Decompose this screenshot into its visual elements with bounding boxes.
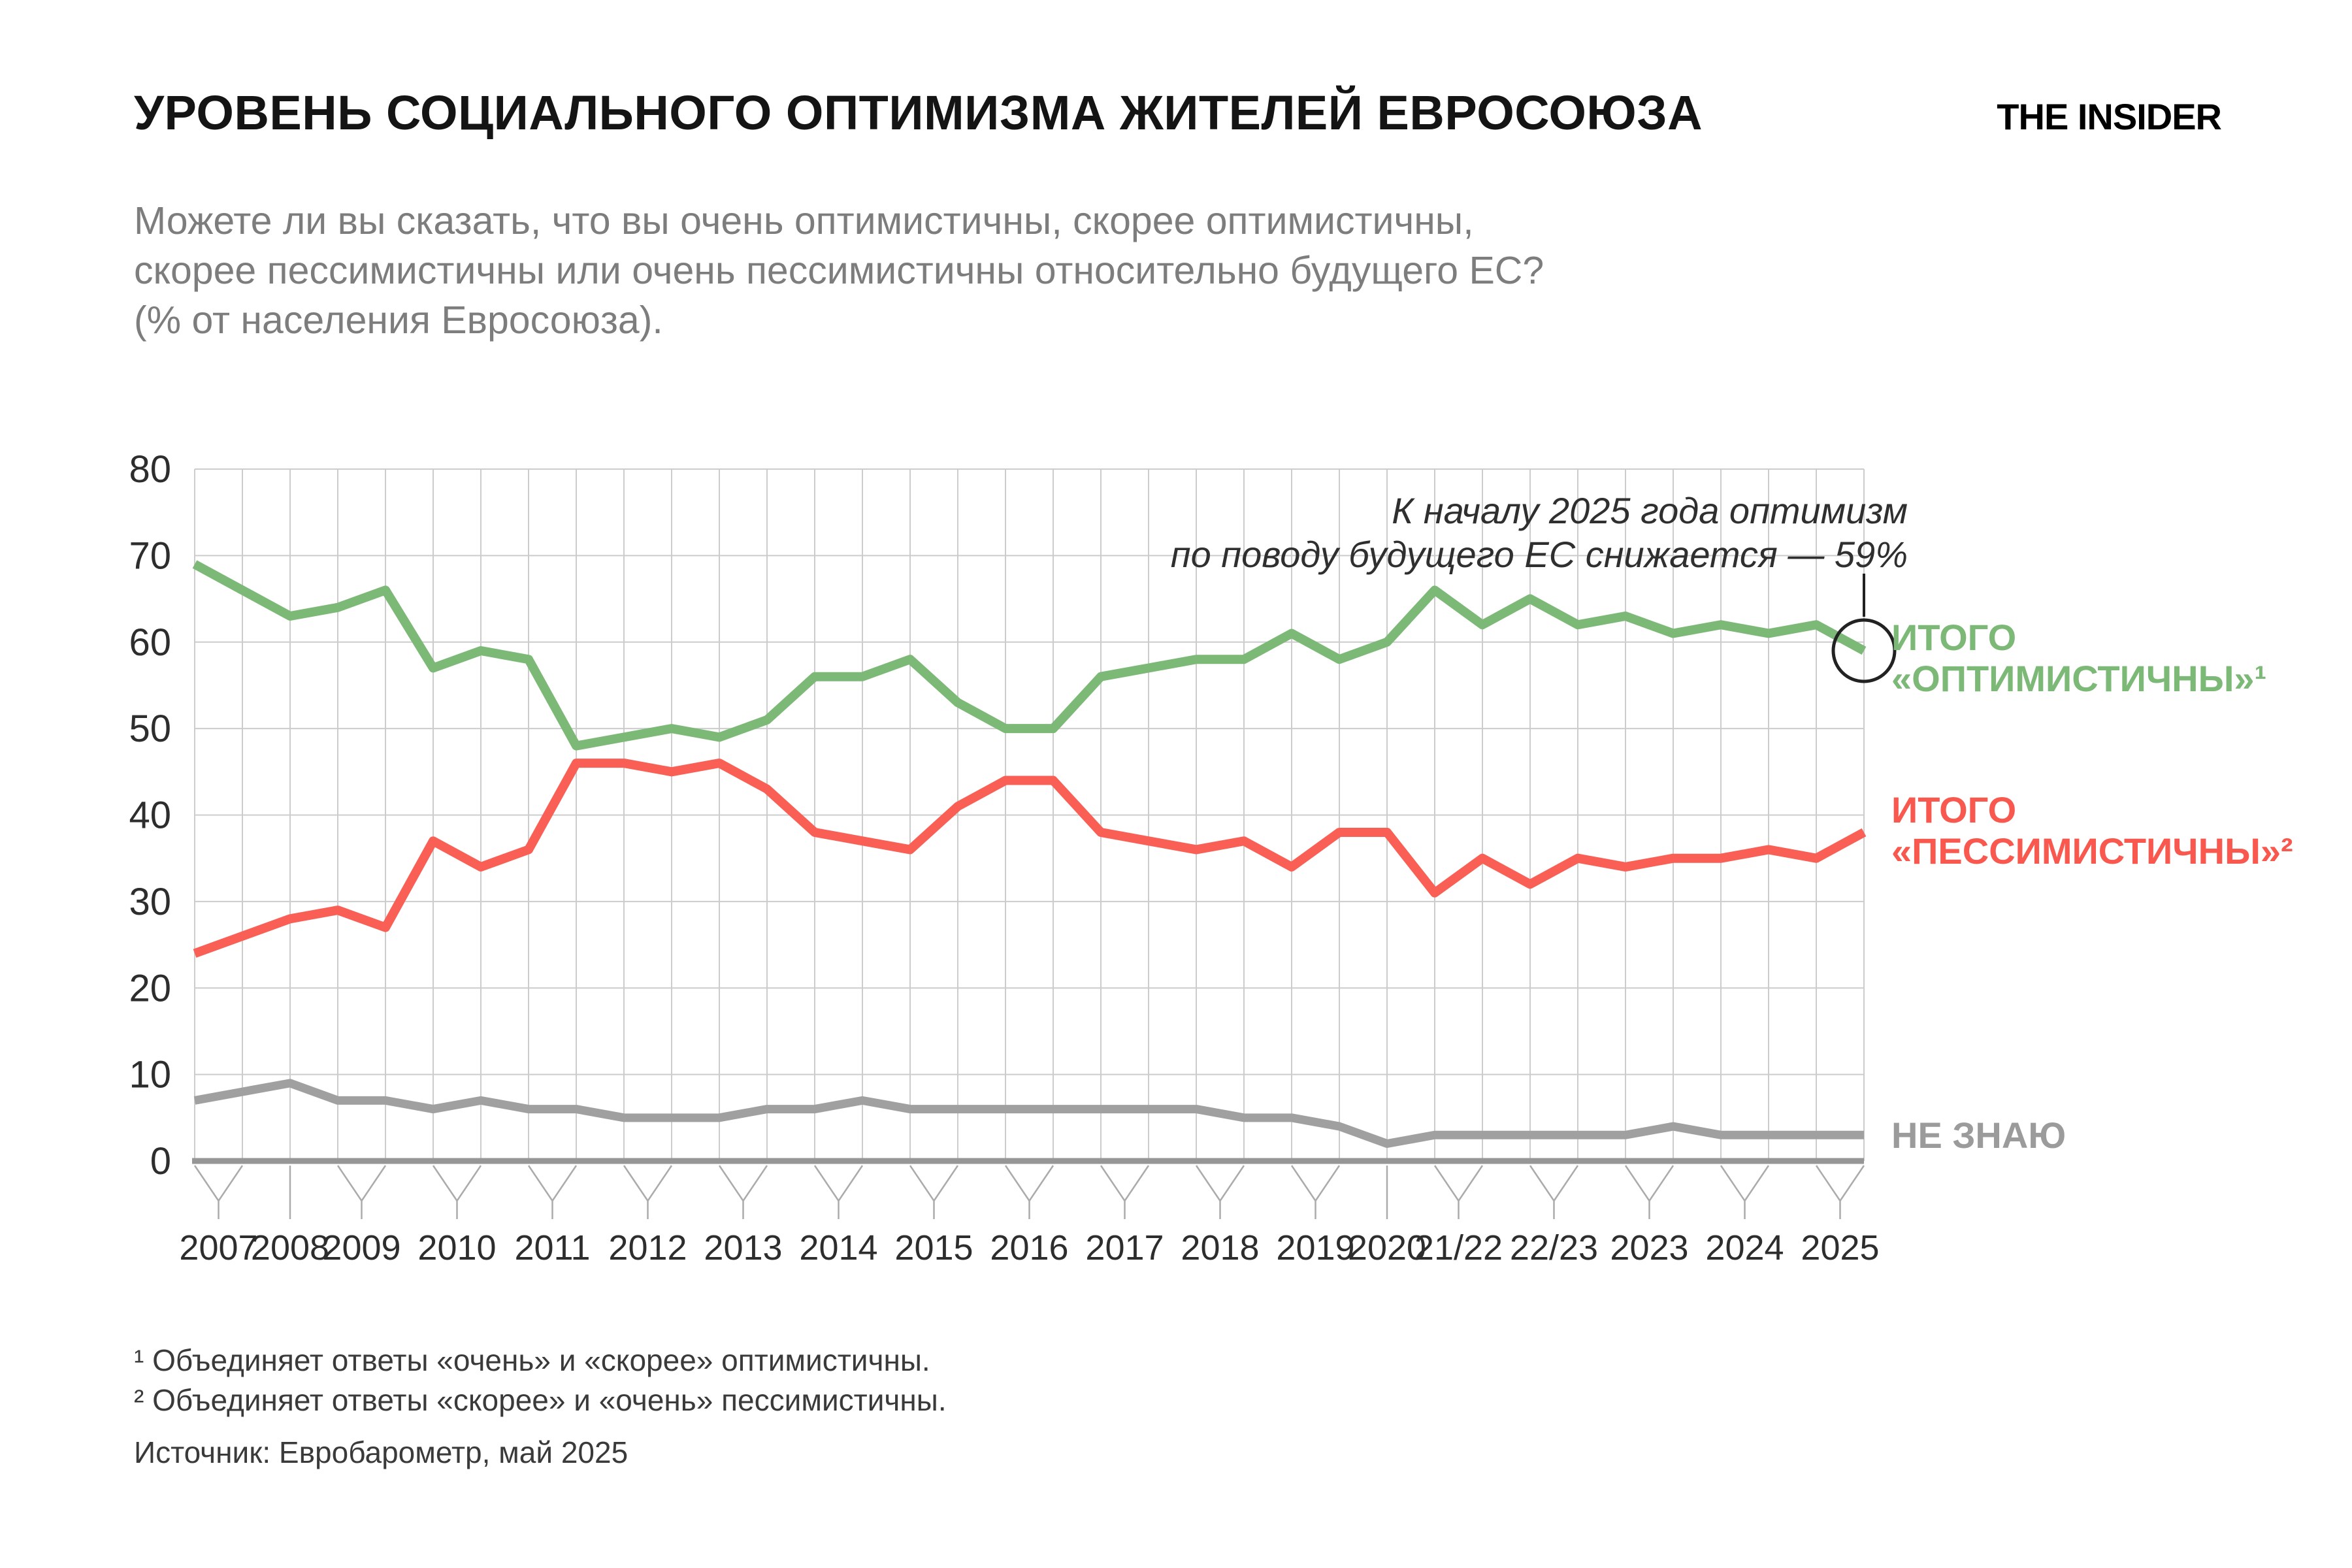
chart-annotation: К началу 2025 года оптимизм по поводу бу… (1171, 489, 1908, 576)
legend-optimistic-line-1: ИТОГО (1891, 617, 2017, 658)
x-tick-bracket-2014 (813, 1165, 864, 1219)
y-tick-label-40: 40 (129, 794, 171, 837)
series-line-pessimistic (193, 759, 1867, 958)
x-tick-bracket-2025 (1815, 1165, 1865, 1219)
x-tick-bracket-2018 (1195, 1165, 1245, 1219)
x-tick-bracket-2007 (193, 1165, 244, 1219)
y-tick-label-0: 0 (150, 1140, 171, 1183)
x-tick-label-2007: 2007 (179, 1228, 257, 1267)
legend-pessimistic-line-1: ИТОГО (1891, 789, 2017, 830)
x-tick-label-2020: 2020 (1348, 1228, 1426, 1267)
legend-optimistic-line-2: «ОПТИМИСТИЧНЫ»¹ (1891, 658, 2267, 699)
y-tick-label-60: 60 (129, 621, 171, 664)
x-tick-bracket-2016 (1004, 1165, 1054, 1219)
x-tick-bracket-2010 (432, 1165, 482, 1219)
x-tick-label-2009: 2009 (322, 1228, 400, 1267)
x-tick-label-2023: 2023 (1610, 1228, 1688, 1267)
x-tick-bracket-2013 (718, 1165, 768, 1219)
x-tick-label-2011: 2011 (514, 1228, 590, 1267)
y-tick-label-70: 70 (129, 534, 171, 577)
y-tick-label-10: 10 (129, 1054, 171, 1096)
subtitle-line-2: скорее пессимистичны или очень пессимист… (134, 249, 1544, 292)
annotation-circle (1831, 618, 1897, 683)
x-tick-bracket-2009 (336, 1165, 387, 1219)
chart-subtitle: Можете ли вы сказать, что вы очень оптим… (134, 196, 1544, 345)
x-tick-label-2025: 2025 (1801, 1228, 1879, 1267)
x-tick-label-2019: 2019 (1276, 1228, 1354, 1267)
x-tick-label-22/23: 22/23 (1510, 1228, 1598, 1267)
y-tick-label-50: 50 (129, 708, 171, 750)
x-tick-bracket-22/23 (1529, 1165, 1579, 1219)
x-tick-label-21/22: 21/22 (1414, 1228, 1503, 1267)
x-tick-bracket-21/22 (1433, 1165, 1484, 1219)
footnotes: ¹ Объединяет ответы «очень» и «скорее» о… (134, 1341, 947, 1420)
x-tick-bracket-2019 (1290, 1165, 1341, 1219)
x-tick-bracket-2011 (527, 1165, 578, 1219)
x-tick-bracket-2015 (909, 1165, 959, 1219)
series-line-optimistic (192, 560, 1867, 751)
x-tick-label-2024: 2024 (1705, 1228, 1784, 1267)
page-title: УРОВЕНЬ СОЦИАЛЬНОГО ОПТИМИЗМА ЖИТЕЛЕЙ ЕВ… (134, 86, 1703, 140)
x-tick-label-2008: 2008 (251, 1228, 329, 1267)
y-tick-label-20: 20 (129, 967, 171, 1009)
x-tick-label-2014: 2014 (799, 1228, 877, 1267)
series-line-dont_know (193, 1079, 1864, 1149)
legend-dont-know-line-1: НЕ ЗНАЮ (1891, 1115, 2066, 1156)
x-tick-label-2012: 2012 (608, 1228, 687, 1267)
x-tick-bracket-2017 (1100, 1165, 1150, 1219)
the-insider-logo: THE INSIDER (1997, 96, 2222, 137)
subtitle-line-3: (% от населения Евросоюза). (134, 299, 663, 342)
x-tick-label-2015: 2015 (894, 1228, 973, 1267)
x-tick-bracket-2012 (623, 1165, 673, 1219)
source-line: Источник: Евробарометр, май 2025 (134, 1435, 629, 1469)
legend-optimistic: ИТОГО «ОПТИМИСТИЧНЫ»¹ (1891, 617, 2266, 699)
footnote-2: ² Объединяет ответы «скорее» и «очень» п… (134, 1383, 947, 1417)
subtitle-line-1: Можете ли вы сказать, что вы очень оптим… (134, 199, 1474, 242)
annotation-line-1: К началу 2025 года оптимизм (1392, 490, 1908, 531)
x-tick-bracket-2023 (1624, 1165, 1674, 1219)
y-tick-label-80: 80 (129, 448, 171, 491)
annotation-line-2: по поводу будущего ЕС снижается — 59% (1170, 534, 1908, 575)
x-tick-bracket-2024 (1720, 1165, 1770, 1219)
x-tick-label-2016: 2016 (990, 1228, 1068, 1267)
x-tick-label-2018: 2018 (1181, 1228, 1259, 1267)
legend-dont-know: НЕ ЗНАЮ (1891, 1115, 2066, 1156)
legend-pessimistic: ИТОГО «ПЕССИМИСТИЧНЫ»² (1891, 789, 2293, 872)
footnote-1: ¹ Объединяет ответы «очень» и «скорее» о… (134, 1343, 930, 1377)
x-tick-label-2013: 2013 (704, 1228, 782, 1267)
x-tick-label-2017: 2017 (1085, 1228, 1164, 1267)
x-tick-label-2010: 2010 (417, 1228, 496, 1267)
legend-pessimistic-line-2: «ПЕССИМИСТИЧНЫ»² (1891, 830, 2293, 872)
y-tick-label-30: 30 (129, 881, 171, 923)
